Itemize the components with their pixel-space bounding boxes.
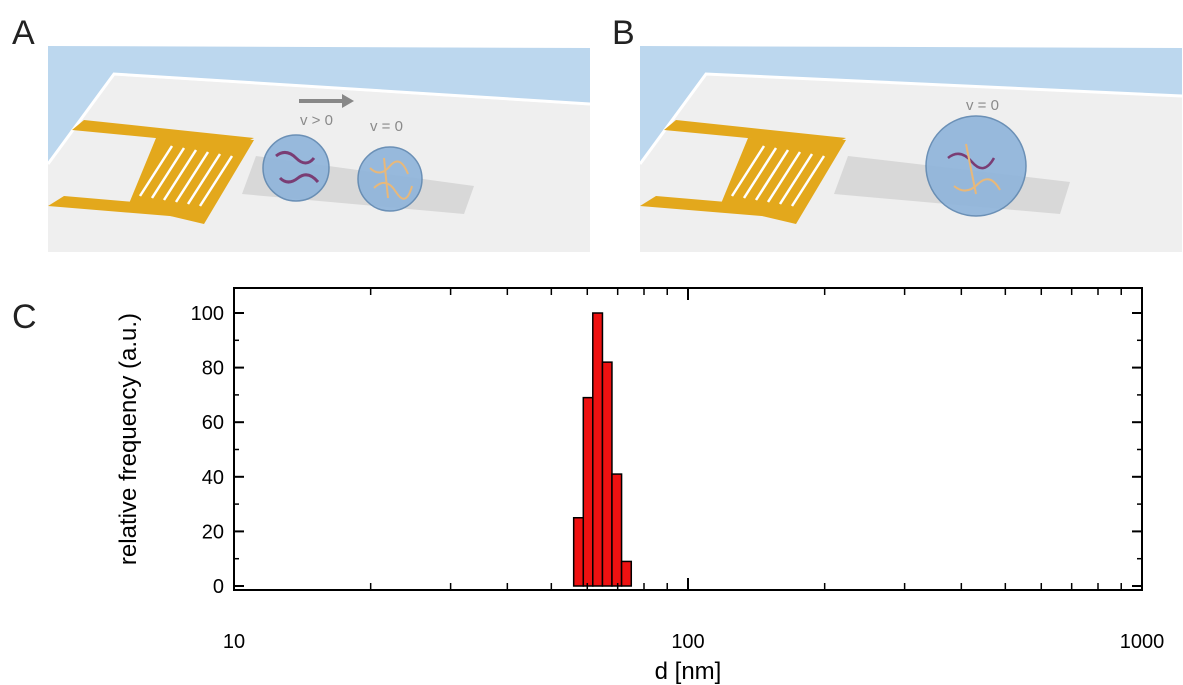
histogram-bar [601,361,613,587]
vesicle-icon [925,115,1027,217]
size-distribution-chart: 0 20 40 60 80 100 10 100 1000 d [nm] relative f… [115,287,1164,685]
panel-letter-a: A [12,14,35,52]
interdigital-transducer-icon [48,120,254,224]
panel-letter-c: C [12,298,37,336]
y-tick-label: 20 [202,521,224,543]
arrow-right-icon [299,94,354,108]
y-tick-label: 80 [202,358,224,380]
y-tick-label: 100 [191,303,224,325]
x-tick-label: 1000 [1120,631,1165,653]
x-tick-label: 10 [223,631,245,653]
velocity-label-still: v = 0 [966,97,999,114]
histogram-bar [572,517,585,587]
histogram-bar [582,396,594,587]
water-layer [48,46,590,164]
histogram-bar [611,473,623,587]
y-axis-title: relative frequency (a.u.) [115,313,142,565]
histogram-bar [592,312,604,587]
scene-a-illustration: v > 0 v = 0 [46,46,590,252]
vesicle-icon [357,146,423,212]
x-axis-title: d [nm] [655,658,722,685]
water-layer [640,46,1182,164]
y-axis-ticks: 0 20 40 60 80 100 [191,303,1142,598]
velocity-label-still: v = 0 [370,118,403,135]
y-tick-label: 0 [213,576,224,598]
substrate-edge [46,72,590,165]
histogram-bars [572,312,633,587]
scene-b-illustration: v = 0 [638,46,1182,252]
x-axis-ticks: 10 100 1000 [223,288,1164,653]
y-tick-label: 60 [202,412,224,434]
substrate-edge [638,72,1182,165]
y-tick-label: 40 [202,467,224,489]
plot-frame [233,287,1143,591]
velocity-label-moving: v > 0 [300,112,333,129]
histogram-bar [620,560,633,587]
vesicle-icon [262,134,330,202]
x-tick-label: 100 [671,631,704,653]
panel-letter-b: B [612,14,635,52]
substrate [640,74,1182,252]
interdigital-transducer-icon [640,120,846,224]
